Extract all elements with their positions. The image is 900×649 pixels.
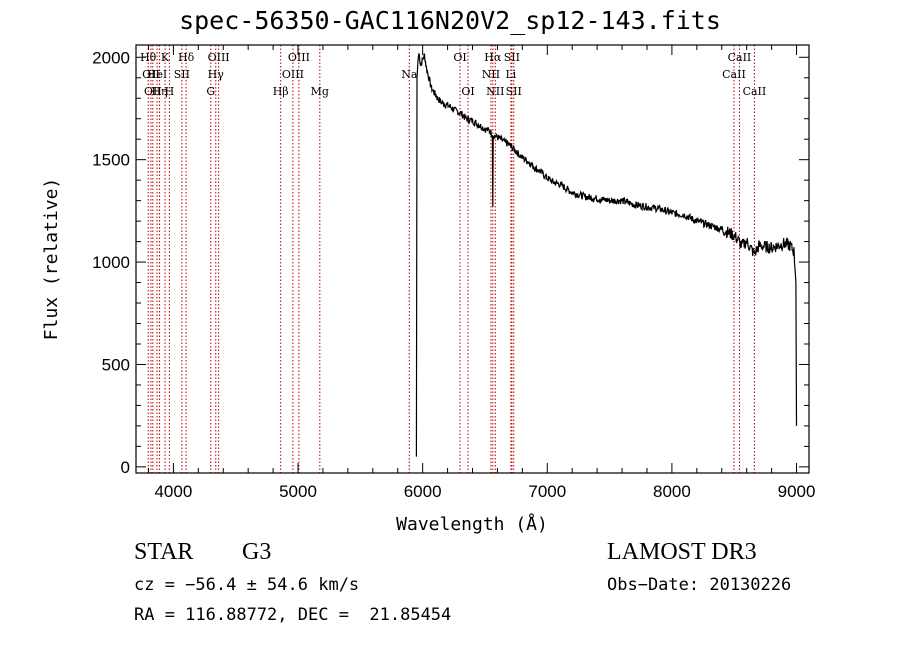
line-label: Hγ [208,68,225,81]
y-tick-label: 500 [102,355,130,374]
y-tick-label: 2000 [92,48,130,67]
survey-name: LAMOST DR3 [607,539,757,565]
axis-ticks: 4000 5000 6000 7000 8000 9000 0 500 1000 1500 2000 [92,45,815,501]
line-label: SII [504,51,520,64]
x-axis-label: Wavelength (Å) [396,513,548,535]
line-labels: HθOIIOIIHηHeIKHSIIHδGHγOIIIHβOIIIOIIIMgN… [140,51,766,98]
x-tick-label: 8000 [653,482,691,501]
line-label: K [161,51,170,64]
y-axis-label: Flux (relative) [41,178,62,341]
spectrum-series [415,53,798,457]
x-tick-label: 9000 [778,482,816,501]
line-label: OII [142,68,160,81]
chart-title: spec-56350-GAC116N20V2_sp12-143.fits [179,6,721,35]
x-tick-label: 4000 [154,482,192,501]
line-label: Hδ [178,51,195,64]
line-label: NII [482,68,500,81]
spectral-line-markers [147,45,755,473]
x-tick-label: 7000 [528,482,566,501]
line-label: OIII [288,51,310,64]
x-tick-label: 6000 [404,482,442,501]
line-label: CaII [728,51,752,64]
line-label: OII [144,85,162,98]
coordinates: RA = 116.88772, DEC = 21.85454 [134,605,452,625]
line-label: CaII [722,68,746,81]
line-label: G [206,85,215,98]
line-label: SII [506,85,522,98]
redshift-cz: cz = −56.4 ± 54.6 km/s [134,575,360,595]
line-label: Hα [484,51,502,64]
line-label: OIII [282,68,304,81]
line-label: Hβ [273,85,289,98]
obs-date: Obs−Date: 20130226 [607,575,792,595]
line-label: HeI [147,68,167,81]
line-label: OI [461,85,474,98]
x-tick-label: 5000 [279,482,317,501]
object-class: STAR [134,539,194,565]
line-label: SII [174,68,190,81]
line-label: NII [486,85,504,98]
line-label: OI [453,51,466,64]
y-tick-label: 0 [121,458,130,477]
line-label: Na [401,68,418,81]
line-label: Hη [151,85,167,98]
line-label: Li [505,68,516,81]
spectrum-line [415,53,798,457]
line-label: Mg [311,85,329,98]
y-tick-label: 1500 [92,151,130,170]
line-label: H [165,85,175,98]
line-label: CaII [743,85,767,98]
plot-frame [135,44,810,474]
line-label: OIII [208,51,230,64]
y-tick-label: 1000 [92,253,130,272]
line-label: Hθ [140,51,157,64]
subclass: G3 [242,539,272,565]
